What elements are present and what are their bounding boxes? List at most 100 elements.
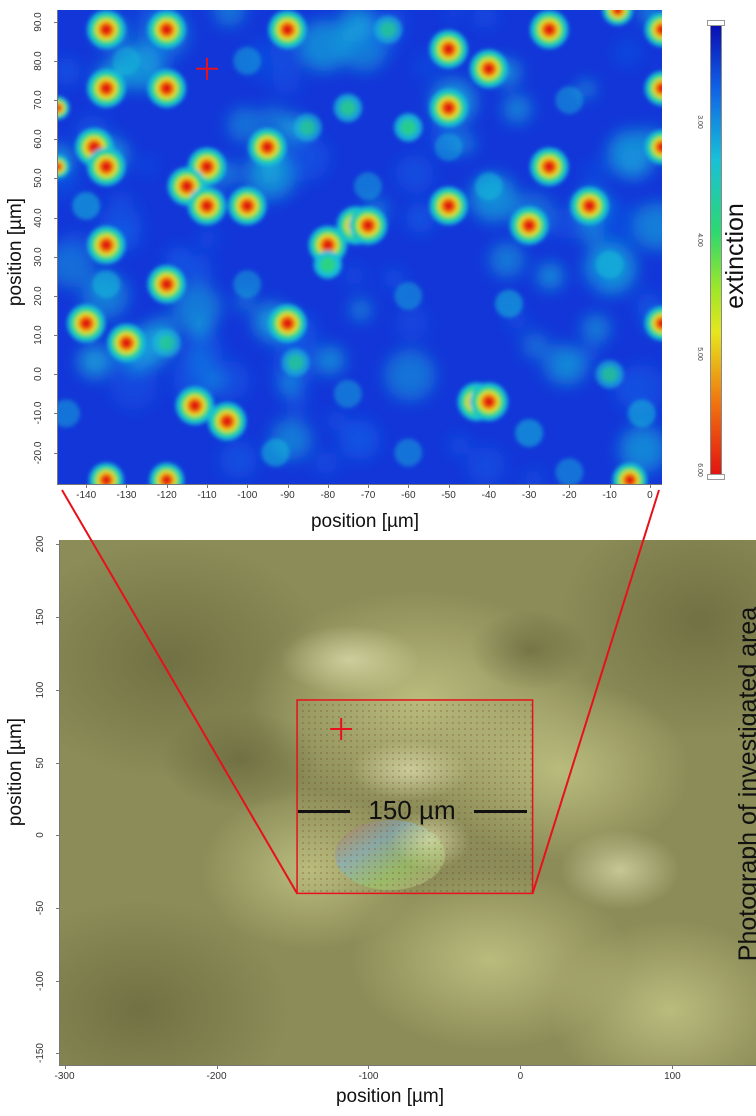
heatmap-y-tick-label: 90.0	[33, 12, 44, 32]
heatmap-peak	[349, 206, 388, 245]
heatmap-peak	[644, 130, 662, 165]
heatmap-y-tick-mark	[54, 60, 58, 62]
heatmap-peak	[530, 10, 569, 49]
texture-blob	[298, 20, 350, 72]
photo-y-tick-mark	[56, 617, 60, 619]
photo-y-tick-mark	[56, 835, 60, 837]
heatmap-x-tick-mark	[368, 484, 370, 488]
heatmap-peak	[570, 186, 609, 225]
photo-y-tick-label: 200	[35, 536, 46, 553]
heatmap-peak	[354, 172, 383, 201]
heatmap-peak	[595, 360, 624, 389]
texture-blob	[489, 242, 525, 278]
texture-blob	[58, 57, 81, 86]
heatmap-y-tick-mark	[54, 139, 58, 141]
heatmap-peak	[281, 348, 310, 377]
scale-bar-left-segment	[298, 810, 350, 813]
photo-x-tick-label: 0	[517, 1071, 524, 1082]
heatmap-peak	[228, 186, 267, 225]
heatmap-y-tick-mark	[54, 100, 58, 102]
photo-x-tick-mark	[216, 1065, 218, 1069]
texture-blob	[210, 360, 250, 401]
heatmap-y-tick-label: 70.0	[33, 90, 44, 110]
heatmap-peak	[434, 133, 463, 162]
heatmap-peak	[268, 304, 307, 343]
scale-bar-right-segment	[474, 810, 527, 813]
heatmap-x-tick-label: -110	[197, 490, 217, 501]
texture-blob	[213, 10, 246, 27]
heatmap-x-tick-label: -130	[116, 490, 137, 501]
heatmap-y-tick-label: 30.0	[33, 247, 44, 267]
texture-blob	[272, 66, 301, 95]
photo-y-tick-mark	[56, 544, 60, 546]
heatmap-x-tick-label: -120	[156, 490, 177, 501]
heatmap-x-tick-label: -70	[360, 490, 376, 501]
heatmap-y-tick-label: 80.0	[33, 51, 44, 71]
heatmap-x-tick-mark	[448, 484, 450, 488]
heatmap-x-tick-mark	[569, 484, 571, 488]
texture-blob	[78, 345, 111, 378]
heatmap-x-tick-mark	[529, 484, 531, 488]
texture-blob	[198, 229, 217, 249]
texture-blob	[278, 373, 301, 396]
texture-blob	[467, 446, 506, 484]
heatmap-x-tick-label: -50	[441, 490, 456, 501]
heatmap-plot-area	[58, 10, 662, 484]
texture-blob	[582, 160, 607, 186]
heatmap-x-tick-mark	[649, 484, 651, 488]
texture-blob	[405, 203, 436, 234]
heatmap-peak	[152, 328, 181, 357]
heatmap-peak	[510, 206, 549, 245]
photo-x-tick-mark	[520, 1065, 522, 1069]
texture-blob	[548, 207, 581, 240]
texture-blob	[607, 130, 656, 178]
heatmap-peak	[394, 281, 423, 310]
heatmap-peak	[175, 386, 214, 425]
heatmap-peak	[595, 250, 624, 279]
heatmap-x-tick-mark	[287, 484, 289, 488]
heatmap-y-tick-label: 20.0	[33, 286, 44, 306]
texture-blob	[285, 392, 308, 415]
heatmap-peak	[644, 306, 662, 341]
photo-x-tick-mark	[368, 1065, 370, 1069]
heatmap-x-tick-label: -80	[320, 490, 335, 501]
photo-y-axis-line	[59, 540, 60, 1066]
texture-blob	[542, 343, 583, 385]
colorbar-tick-label: 5.00	[696, 347, 703, 361]
heatmap-peak	[333, 93, 362, 122]
texture-blob	[616, 363, 662, 414]
photo-x-axis-title: position [µm]	[335, 1086, 445, 1107]
heatmap-x-tick-label: -60	[401, 490, 416, 501]
photo-y-tick-mark	[56, 1053, 60, 1055]
heatmap-y-axis-title: position [µm]	[5, 197, 26, 307]
heatmap-y-tick-mark	[54, 335, 58, 337]
heatmap-y-tick-label: -10.0	[33, 402, 44, 425]
heatmap-y-tick-mark	[54, 21, 58, 23]
texture-blob	[136, 156, 157, 176]
heatmap-peak	[627, 399, 656, 428]
heatmap-y-tick-mark	[54, 217, 58, 219]
heatmap-peak	[187, 186, 226, 225]
heatmap-x-tick-mark	[247, 484, 249, 488]
heatmap-y-tick-mark	[54, 452, 58, 454]
scan-grid-dots	[297, 699, 533, 894]
heatmap-y-tick-mark	[54, 295, 58, 297]
heatmap-x-tick-label: -10	[602, 490, 617, 501]
texture-blob	[227, 107, 262, 143]
photo-y-tick-mark	[56, 980, 60, 982]
heatmap-x-tick-mark	[609, 484, 611, 488]
heatmap-peak	[147, 265, 186, 304]
heatmap-peak	[429, 186, 468, 225]
heatmap-peak	[58, 399, 81, 428]
heatmap-x-tick-label: -20	[562, 490, 577, 501]
photo-x-tick-label: -300	[54, 1071, 75, 1082]
heatmap-y-tick-mark	[54, 374, 58, 376]
texture-blob	[445, 10, 462, 22]
heatmap-peak	[429, 30, 468, 69]
texture-blob	[449, 435, 469, 456]
colorbar-tick-label: 3.00	[696, 115, 703, 129]
heatmap-y-tick-label: 10.0	[33, 325, 44, 345]
heatmap-peak	[147, 10, 186, 49]
heatmap-peak	[293, 113, 322, 142]
photo-y-tick-mark	[56, 907, 60, 909]
